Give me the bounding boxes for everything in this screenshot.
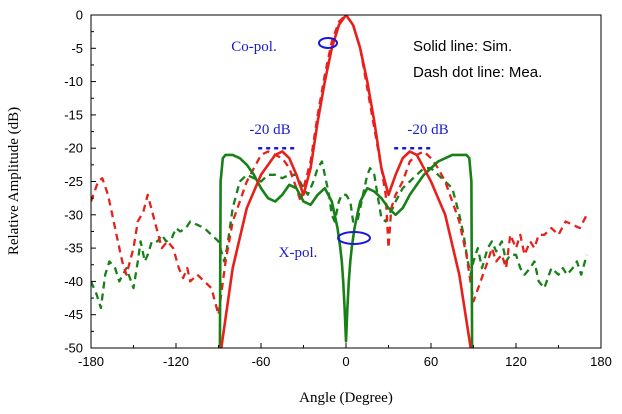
- left-level-label: -20 dB: [249, 122, 290, 138]
- axis-ticks: -180 -120 -60 0 60 120 180 0 -5 -10 -15 -20 -25 -30 -3…: [64, 8, 612, 370]
- x-tick-label: 180: [590, 354, 612, 369]
- x-tick-label: -60: [252, 354, 271, 369]
- y-tick-label: -50: [64, 341, 83, 356]
- xpol-sim-line: [218, 153, 474, 348]
- x-axis-title: Angle (Degree): [299, 390, 393, 406]
- copol-sim-line: [220, 15, 472, 348]
- y-tick-label: -40: [64, 274, 83, 289]
- y-tick-label: -20: [64, 141, 83, 156]
- y-tick-label: -15: [64, 107, 83, 122]
- x-tick-label: 0: [342, 354, 349, 369]
- legend-text-mea: Dash dot line: Mea.: [413, 64, 542, 81]
- x-tick-label: -120: [163, 354, 189, 369]
- x-tick-label: 120: [505, 354, 527, 369]
- copol-label: Co-pol.: [231, 39, 276, 55]
- series-layer: [91, 15, 588, 348]
- y-tick-label: -25: [64, 174, 83, 189]
- copol-marker-ellipse: [318, 37, 338, 49]
- y-tick-label: -35: [64, 241, 83, 256]
- y-axis-title: Relative Amplitude (dB): [6, 107, 22, 255]
- y-tick-label: -30: [64, 207, 83, 222]
- legend-text-sim: Solid line: Sim.: [413, 38, 512, 55]
- xpol-marker-ellipse: [337, 231, 371, 245]
- y-tick-label: -5: [71, 41, 83, 56]
- x-tick-label: -180: [78, 354, 104, 369]
- right-level-label: -20 dB: [407, 122, 448, 138]
- xpol-label: X-pol.: [279, 245, 318, 261]
- x-tick-label: 60: [424, 354, 438, 369]
- y-tick-label: -45: [64, 307, 83, 322]
- copol-mea-line: [91, 15, 588, 316]
- y-tick-label: 0: [76, 8, 83, 23]
- y-tick-label: -10: [64, 74, 83, 89]
